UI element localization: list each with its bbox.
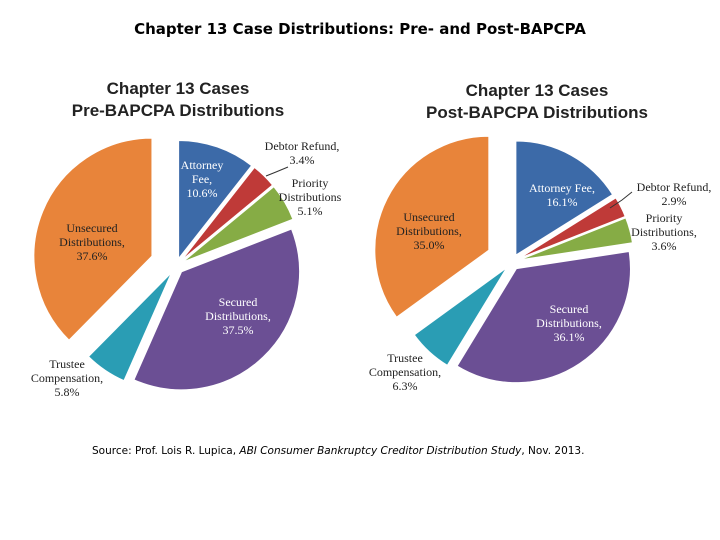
source-suffix: , Nov. 2013. — [521, 445, 585, 457]
slice-name: Fee, — [192, 172, 212, 186]
slice-label: Attorney Fee, 16.1% — [529, 181, 595, 209]
slice-label: Trustee Compensation, 6.3% — [369, 351, 441, 393]
pie-slice — [133, 228, 301, 391]
slice-value: 5.8% — [55, 385, 80, 399]
source-prefix: Source: Prof. Lois R. Lupica, — [92, 445, 240, 457]
slice-value: 2.9% — [662, 194, 687, 208]
slice-name: Distributions, — [536, 316, 602, 330]
slice-name: Priority — [292, 176, 329, 190]
slice-value: 35.0% — [414, 238, 445, 252]
pie-slice — [519, 217, 633, 261]
slice-name: Distributions, — [396, 224, 462, 238]
slice-name: Attorney Fee, — [529, 181, 595, 195]
slice-label: Attorney Fee, 10.6% — [181, 158, 224, 200]
slice-name: Priority — [646, 211, 683, 225]
slice-name: Trustee — [387, 351, 423, 365]
slice-label: Secured Distributions, 37.5% — [205, 295, 271, 337]
pie-slice — [182, 186, 294, 263]
pie-chart-2: Chapter 13 Cases Post-BAPCPA Distribution… — [369, 81, 711, 393]
slice-label: Priority Distributions 5.1% — [279, 176, 342, 218]
slice-name: Debtor Refund, — [265, 139, 340, 153]
slice-name: Distributions, — [59, 235, 125, 249]
slice-label: Unsecured Distributions, 37.6% — [59, 221, 125, 263]
pie-slice — [178, 139, 253, 260]
slice-name: Unsecured — [403, 210, 454, 224]
chart-title-line: Chapter 13 Cases — [466, 81, 609, 100]
slice-label: Priority Distributions, 3.6% — [631, 211, 697, 253]
slice-name: Secured — [219, 295, 258, 309]
slice-value: 37.5% — [223, 323, 254, 337]
leader-line — [265, 166, 289, 177]
pie-slice — [374, 135, 490, 318]
pie-slice — [518, 197, 626, 259]
slice-label: Trustee Compensation, 5.8% — [31, 357, 103, 399]
slice-label: Secured Distributions, 36.1% — [536, 302, 602, 344]
slice-name: Distributions, — [205, 309, 271, 323]
pie-slice — [413, 267, 508, 366]
pie-slice — [181, 166, 274, 261]
slice-value: 3.6% — [652, 239, 677, 253]
pie-slice — [515, 140, 614, 256]
slice-name: Compensation, — [369, 365, 441, 379]
slice-name: Unsecured — [66, 221, 117, 235]
slice-name: Debtor Refund, — [637, 180, 712, 194]
slice-label: Unsecured Distributions, 35.0% — [396, 210, 462, 252]
slice-name: Distributions — [279, 190, 342, 204]
pie-slice — [456, 250, 631, 384]
source-note: Source: Prof. Lois R. Lupica, ABI Consum… — [92, 445, 692, 457]
slice-value: 37.6% — [77, 249, 108, 263]
chart-title-line: Chapter 13 Cases — [107, 79, 250, 98]
slice-value: 5.1% — [298, 204, 323, 218]
slice-value: 6.3% — [393, 379, 418, 393]
slice-name: Trustee — [49, 357, 85, 371]
page-title: Chapter 13 Case Distributions: Pre- and … — [134, 20, 586, 38]
slice-value: 16.1% — [547, 195, 578, 209]
slice-value: 10.6% — [187, 186, 218, 200]
pie-slice — [87, 272, 172, 382]
pie-chart-1: Chapter 13 Cases Pre-BAPCPA Distributions… — [31, 79, 342, 399]
chart-title-line: Post-BAPCPA Distributions — [426, 103, 648, 122]
pie-slice — [33, 137, 153, 341]
slice-value: 36.1% — [554, 330, 585, 344]
source-study: ABI Consumer Bankruptcy Creditor Distrib… — [239, 445, 522, 457]
leader-line — [609, 191, 633, 209]
slice-name: Distributions, — [631, 225, 697, 239]
slice-label: Debtor Refund, 2.9% — [637, 180, 712, 208]
slice-label: Debtor Refund, 3.4% — [265, 139, 340, 167]
slice-name: Secured — [550, 302, 589, 316]
slice-value: 3.4% — [290, 153, 315, 167]
slice-name: Attorney — [181, 158, 224, 172]
chart-title-line: Pre-BAPCPA Distributions — [72, 101, 285, 120]
slice-name: Compensation, — [31, 371, 103, 385]
